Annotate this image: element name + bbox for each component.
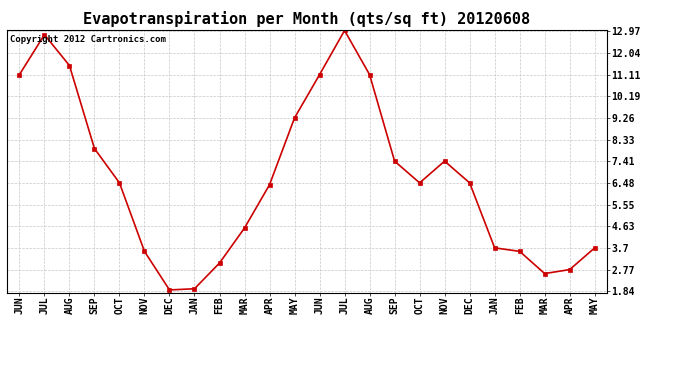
Text: Copyright 2012 Cartronics.com: Copyright 2012 Cartronics.com <box>10 35 166 44</box>
Title: Evapotranspiration per Month (qts/sq ft) 20120608: Evapotranspiration per Month (qts/sq ft)… <box>83 12 531 27</box>
